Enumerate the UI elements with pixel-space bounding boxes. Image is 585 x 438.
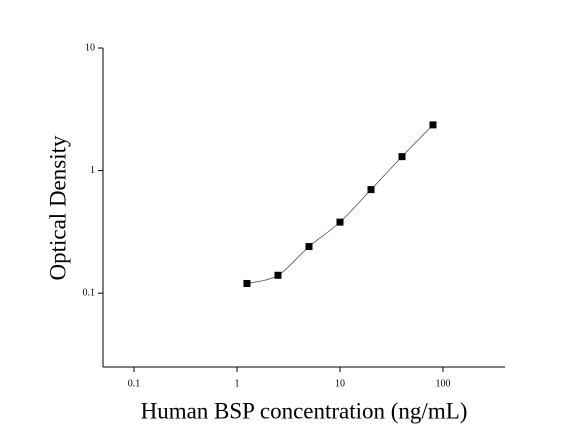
x-tick-label: 10: [335, 378, 345, 389]
y-tick-label: 0.1: [83, 287, 96, 298]
x-tick-label: 1: [235, 378, 240, 389]
point: [429, 121, 437, 129]
y-axis-label: Optical Density: [45, 135, 70, 280]
point: [367, 186, 375, 194]
fit-curve: [246, 124, 434, 284]
point: [398, 153, 406, 161]
point: [274, 271, 282, 279]
y-tick-label: 1: [90, 165, 95, 176]
point: [243, 279, 251, 287]
y-tick-label: 10: [85, 42, 95, 53]
x-tick-label: 100: [435, 378, 450, 389]
point: [336, 218, 344, 226]
x-tick-label: 0.1: [128, 378, 141, 389]
point: [305, 243, 313, 251]
x-axis-label: Human BSP concentration (ng/mL): [141, 398, 468, 423]
